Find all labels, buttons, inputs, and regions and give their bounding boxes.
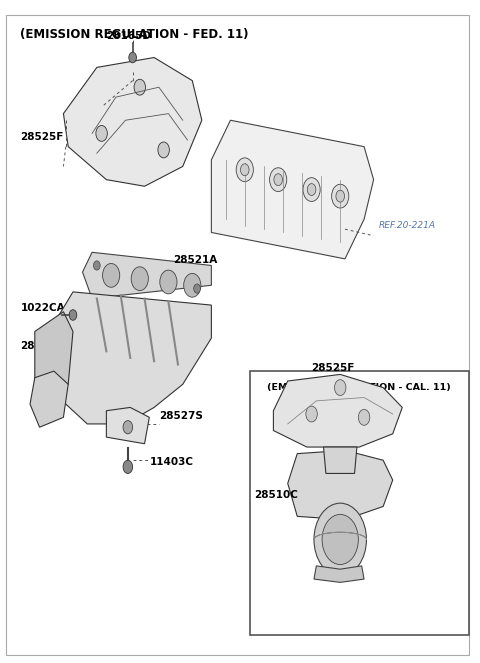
Polygon shape [288,450,393,520]
Circle shape [94,261,100,270]
Polygon shape [30,371,68,427]
Circle shape [129,52,136,63]
Text: 1022CA: 1022CA [21,304,65,314]
Circle shape [236,158,253,182]
Circle shape [240,164,249,176]
Circle shape [96,125,108,141]
Text: 28510G: 28510G [21,341,65,351]
Circle shape [103,263,120,287]
Polygon shape [324,447,357,473]
Polygon shape [107,408,149,444]
Text: 28510C: 28510C [254,490,298,501]
Text: 11403C: 11403C [149,457,193,467]
Circle shape [332,184,349,208]
Circle shape [274,174,282,186]
Text: 28527S: 28527S [159,411,203,421]
Polygon shape [314,566,364,582]
Circle shape [194,284,200,293]
Polygon shape [83,253,211,298]
Polygon shape [211,120,373,259]
Circle shape [303,178,320,202]
Circle shape [131,267,148,290]
Circle shape [134,80,145,95]
Circle shape [336,190,345,202]
Circle shape [307,184,316,196]
Circle shape [322,514,359,565]
Polygon shape [63,58,202,186]
Circle shape [184,273,201,297]
Circle shape [335,380,346,396]
Circle shape [123,460,132,473]
Text: 28521A: 28521A [173,255,217,265]
Text: 28525F: 28525F [312,363,355,373]
Text: (EMISSION REGULATION - CAL. 11): (EMISSION REGULATION - CAL. 11) [267,383,451,392]
Polygon shape [39,292,211,424]
Circle shape [160,270,177,294]
Circle shape [69,310,77,320]
FancyBboxPatch shape [250,371,469,635]
Circle shape [270,168,287,192]
Circle shape [314,503,366,575]
Circle shape [158,142,169,158]
Text: (EMISSION REGULATION - FED. 11): (EMISSION REGULATION - FED. 11) [21,28,249,41]
Circle shape [359,410,370,425]
Circle shape [123,420,132,434]
Text: REF.20-221A: REF.20-221A [378,221,435,230]
Text: 28165D: 28165D [107,30,151,40]
Polygon shape [35,312,73,404]
Text: 28525F: 28525F [21,132,64,142]
Polygon shape [274,375,402,447]
Circle shape [306,406,317,422]
